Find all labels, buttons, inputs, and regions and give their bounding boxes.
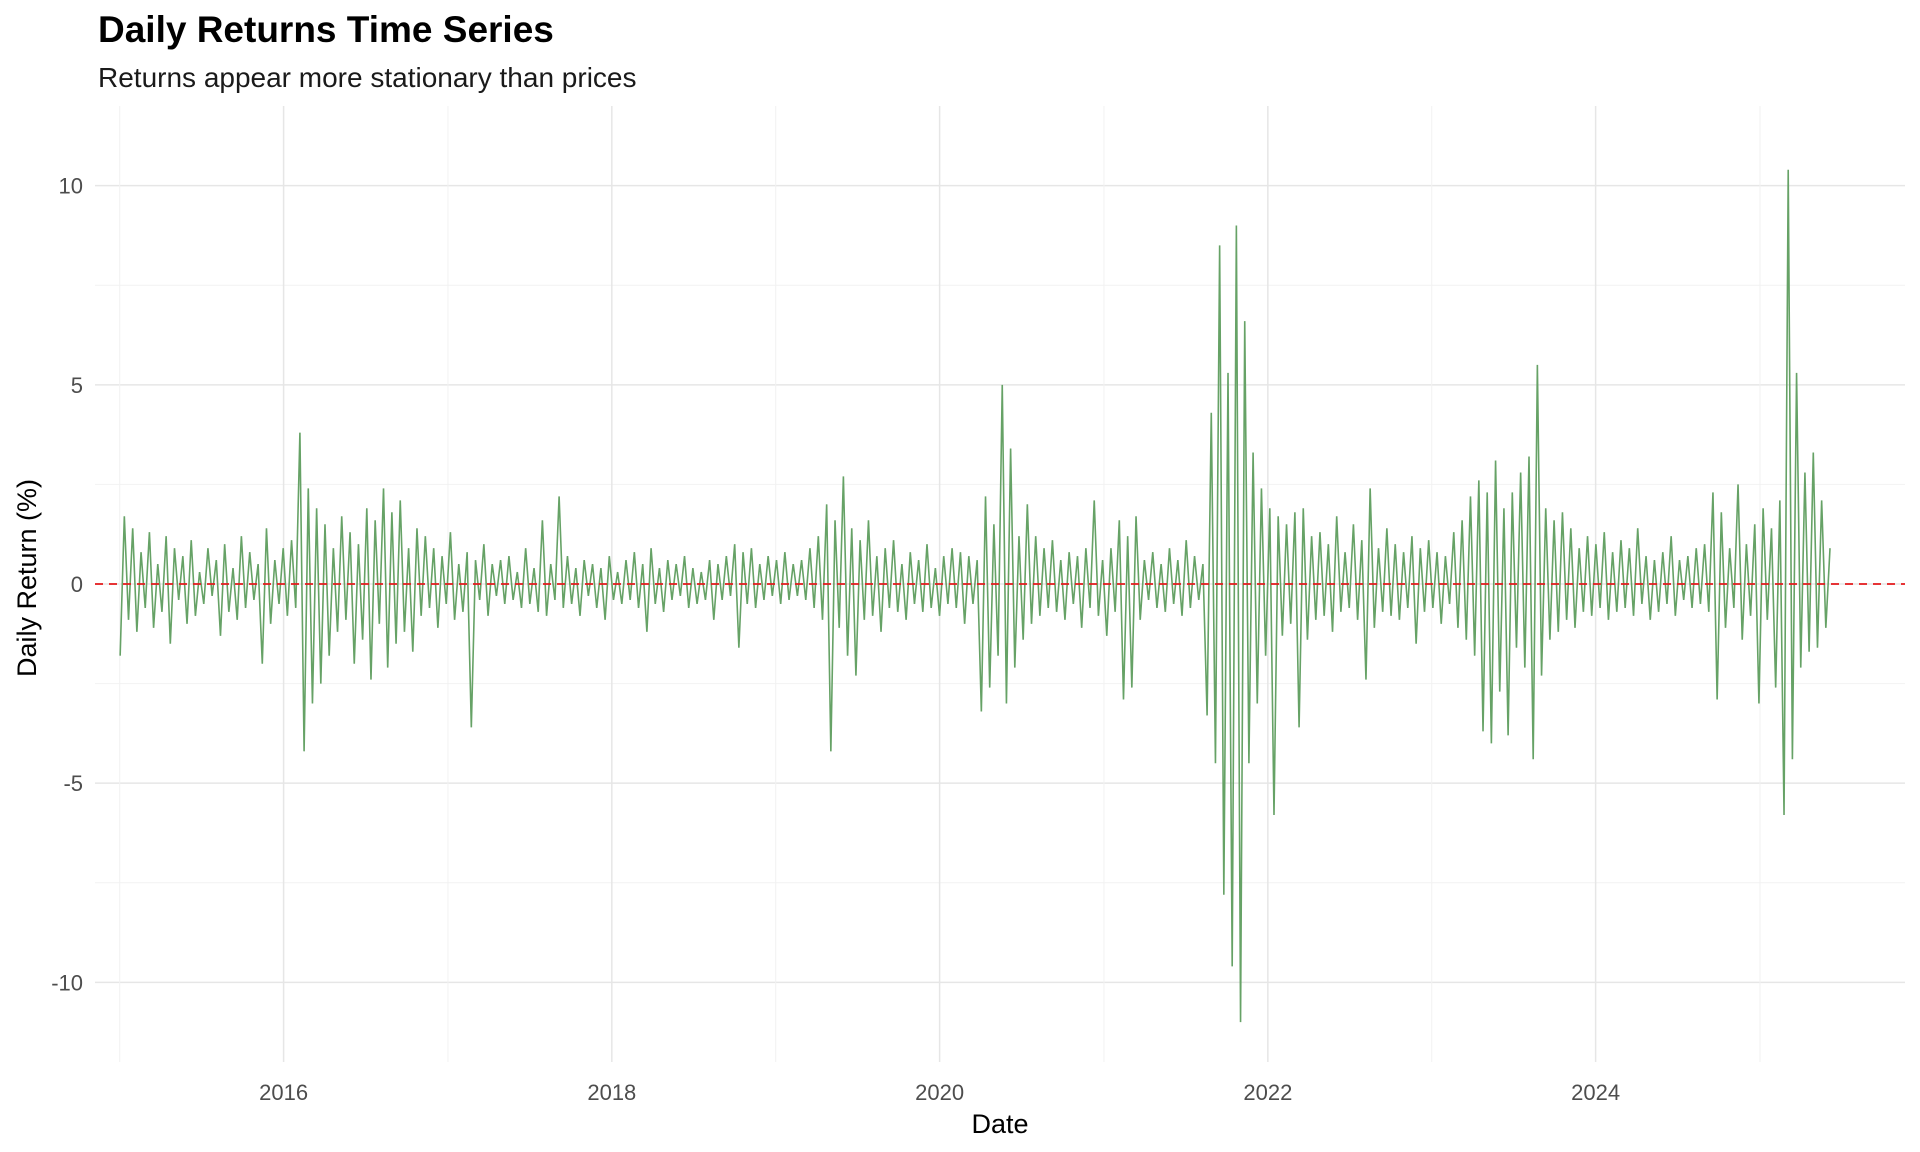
x-axis-ticks: 2016 2018 2020 2022 2024	[259, 1080, 1620, 1105]
y-tick-label: -10	[51, 970, 83, 995]
x-tick-label: 2016	[259, 1080, 308, 1105]
y-axis-ticks: -10 -5 0 5 10	[51, 174, 83, 996]
y-axis-title: Daily Return (%)	[12, 479, 42, 677]
y-tick-label: 0	[71, 572, 83, 597]
x-tick-label: 2018	[587, 1080, 636, 1105]
x-axis-title: Date	[971, 1109, 1028, 1139]
x-tick-label: 2020	[915, 1080, 964, 1105]
x-tick-label: 2022	[1243, 1080, 1292, 1105]
daily-return-line	[119, 169, 1831, 1023]
chart-subtitle: Returns appear more stationary than pric…	[98, 62, 637, 93]
x-tick-label: 2024	[1571, 1080, 1620, 1105]
y-tick-label: 5	[71, 373, 83, 398]
chart-title: Daily Returns Time Series	[98, 9, 554, 50]
y-tick-label: -5	[63, 771, 83, 796]
y-tick-label: 10	[59, 174, 83, 199]
